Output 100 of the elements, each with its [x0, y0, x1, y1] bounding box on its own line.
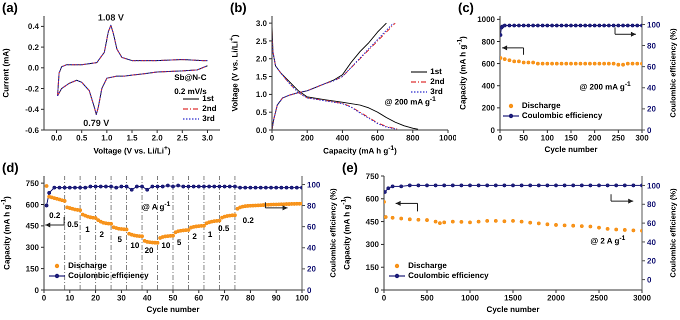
x-axis-title: Capacity (mA h g$^{-1}$): [322, 145, 398, 156]
annotation: 0.79 V: [83, 118, 110, 128]
point: [597, 226, 601, 230]
point: [571, 224, 576, 228]
x-tick-label: 800: [406, 134, 420, 143]
point: [511, 218, 515, 223]
annotation: 1.08 V: [98, 12, 124, 22]
y2-tick-label: 40: [307, 244, 316, 253]
point: [531, 60, 536, 64]
annotation: 10: [130, 240, 140, 250]
y2-tick-label: 100: [647, 20, 661, 30]
point: [384, 215, 388, 219]
x-axis-title: Cycle number: [486, 305, 540, 314]
point: [546, 222, 550, 226]
annotation: 0.2: [49, 211, 60, 220]
point: [416, 218, 420, 222]
x-axis-title: Cycle number: [544, 145, 598, 154]
y-tick-label: 2.5: [256, 36, 268, 46]
point: [438, 221, 442, 226]
x-axis-title: Cycle number: [146, 305, 200, 314]
y-tick-label: -0.4: [25, 105, 40, 114]
y-tick-label: 0.4: [28, 22, 40, 32]
point: [606, 226, 610, 231]
x-tick-label: 3000: [633, 294, 652, 303]
y2-tick-label: 40: [647, 84, 656, 93]
y-tick-label: 450: [366, 217, 380, 226]
point: [517, 59, 521, 64]
point: [626, 62, 630, 66]
point: [442, 220, 446, 224]
x-tick-label: 80: [246, 294, 256, 303]
annotation: 20: [144, 246, 154, 255]
y2-tick-label: 20: [307, 264, 316, 274]
point: [554, 62, 559, 66]
point: [588, 224, 592, 228]
point: [425, 218, 429, 222]
x-tick-label: 2000: [547, 294, 566, 303]
y-tick-label: 600: [366, 194, 380, 204]
y-tick-label: 750: [26, 178, 40, 188]
point: [508, 58, 512, 62]
x-tick-label: 3.0: [202, 134, 214, 143]
x-tick-label: 200: [588, 134, 602, 143]
annotation: Sb@N-C: [174, 73, 206, 82]
annotation: 5: [176, 238, 182, 247]
point: [612, 62, 616, 66]
x-tick-label: 250: [612, 134, 626, 143]
legend-label: 3rd: [430, 87, 443, 96]
annotation: @ 200 mA g$^{-1}$: [384, 96, 436, 106]
x-tick-label: 0.5: [76, 134, 88, 143]
annotation: 5: [118, 235, 122, 244]
annotation: @ 200 mA g$^{-1}$: [580, 80, 631, 92]
y-tick-label: 200: [482, 104, 496, 113]
point: [606, 62, 611, 66]
x-tick-label: 150: [564, 134, 578, 143]
point: [522, 60, 526, 64]
legend-label: Coulombic efficiency: [522, 110, 602, 121]
point: [616, 62, 620, 67]
y2-tick-label: 20: [647, 256, 656, 266]
point: [580, 224, 584, 228]
point: [622, 228, 627, 232]
y-tick-label: 0: [34, 286, 40, 295]
point: [560, 62, 564, 66]
y-tick-label: 0.5: [256, 108, 268, 118]
chart-title: (e): [342, 160, 358, 175]
legend-label: Discharge: [522, 100, 561, 111]
point: [554, 223, 558, 227]
y-tick-label: 0: [374, 286, 380, 295]
y-tick-label: 600: [26, 200, 40, 210]
y-tick-label: 1.5: [256, 72, 268, 82]
legend-label: Coulombic efficiency: [408, 270, 489, 281]
legend-label: 1st: [202, 94, 214, 104]
annotation: @ 2 A g$^{-1}$: [590, 235, 626, 246]
y-tick-label: 0: [490, 126, 496, 135]
legend-label: Discharge: [408, 260, 447, 271]
y-tick-label: 750: [366, 172, 380, 181]
y2-tick-label: 60: [647, 218, 656, 228]
x-tick-label: 0: [382, 294, 387, 303]
annotation: 0.5: [67, 220, 78, 230]
chart-title: (d): [2, 160, 19, 175]
y-tick-label: 0.2: [28, 42, 40, 52]
x-axis-title: Voltage (V vs. Li/Li$^{+}$): [92, 145, 172, 156]
legend-label: 2nd: [430, 77, 444, 88]
x-tick-label: 400: [336, 134, 350, 143]
y2-tick-label: 100: [647, 181, 661, 190]
legend-label: 3rd: [202, 114, 215, 124]
x-tick-label: 0: [498, 134, 503, 143]
point: [536, 62, 540, 66]
y-tick-label: 0.0: [256, 126, 268, 135]
chart-title: (b): [230, 0, 247, 15]
x-tick-label: 20: [91, 294, 101, 303]
annotation: 10: [161, 240, 170, 250]
point: [408, 217, 412, 222]
y-tick-label: 3.0: [256, 18, 268, 28]
point: [536, 222, 541, 226]
legend-label: 2nd: [202, 104, 216, 114]
y-tick-label: 150: [26, 264, 40, 274]
point: [476, 220, 480, 224]
x-tick-label: 90: [272, 294, 282, 303]
legend-label: Discharge: [68, 260, 107, 271]
point: [450, 220, 455, 224]
annotation: 2: [192, 232, 197, 241]
